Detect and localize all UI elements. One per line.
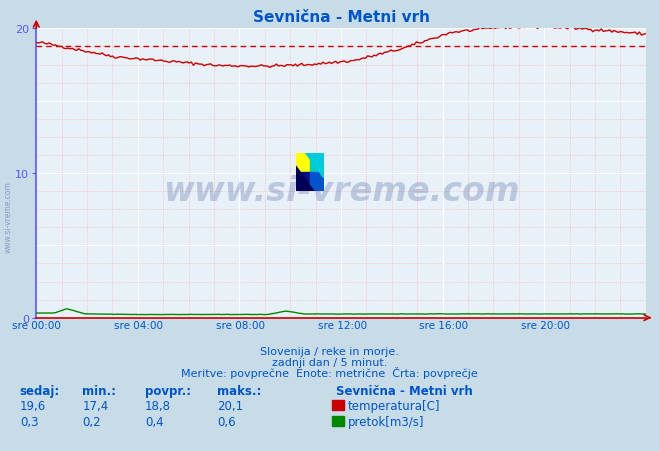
Text: zadnji dan / 5 minut.: zadnji dan / 5 minut. [272, 357, 387, 367]
Text: 0,2: 0,2 [82, 415, 101, 428]
Text: povpr.:: povpr.: [145, 385, 191, 398]
Text: 18,8: 18,8 [145, 399, 171, 412]
Polygon shape [296, 167, 314, 192]
Text: 17,4: 17,4 [82, 399, 109, 412]
Text: 20,1: 20,1 [217, 399, 244, 412]
Bar [296, 153, 310, 173]
Text: Meritve: povprečne  Enote: metrične  Črta: povprečje: Meritve: povprečne Enote: metrične Črta:… [181, 367, 478, 378]
Text: pretok[m3/s]: pretok[m3/s] [348, 415, 424, 428]
Bar [310, 153, 324, 173]
Text: 0,4: 0,4 [145, 415, 163, 428]
Text: Slovenija / reke in morje.: Slovenija / reke in morje. [260, 346, 399, 356]
Text: 0,3: 0,3 [20, 415, 38, 428]
Text: maks.:: maks.: [217, 385, 262, 398]
Text: temperatura[C]: temperatura[C] [348, 399, 440, 412]
Text: 0,6: 0,6 [217, 415, 236, 428]
Text: sedaj:: sedaj: [20, 385, 60, 398]
Text: min.:: min.: [82, 385, 117, 398]
Text: www.si-vreme.com: www.si-vreme.com [163, 175, 519, 207]
Text: www.si-vreme.com: www.si-vreme.com [4, 180, 13, 253]
Bar [310, 173, 324, 192]
Polygon shape [306, 153, 324, 178]
Bar [296, 173, 310, 192]
Text: Sevnična - Metni vrh: Sevnična - Metni vrh [336, 385, 473, 398]
Title: Sevnična - Metni vrh: Sevnična - Metni vrh [252, 10, 430, 25]
Text: 19,6: 19,6 [20, 399, 46, 412]
